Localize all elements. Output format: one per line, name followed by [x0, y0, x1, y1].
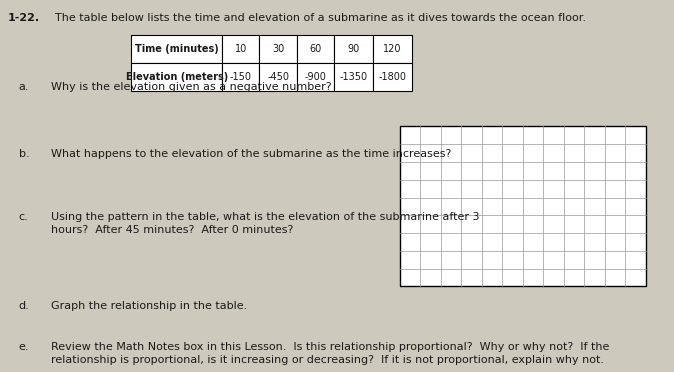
Text: Why is the elevation given as a negative number?: Why is the elevation given as a negative… [51, 82, 331, 92]
Bar [334, 63, 373, 91]
Text: e.: e. [19, 342, 30, 352]
Text: Graph the relationship in the table.: Graph the relationship in the table. [51, 301, 247, 311]
Text: 1-22.: 1-22. [8, 13, 40, 23]
Text: Using the pattern in the table, what is the elevation of the submarine after 3
h: Using the pattern in the table, what is … [51, 212, 479, 235]
Bar [297, 63, 334, 91]
Text: 60: 60 [309, 44, 321, 54]
Bar [334, 35, 373, 63]
Text: -150: -150 [230, 72, 252, 82]
Text: 30: 30 [272, 44, 284, 54]
Bar [259, 35, 297, 63]
Text: 10: 10 [235, 44, 247, 54]
Text: c.: c. [19, 212, 28, 222]
Bar [259, 63, 297, 91]
Text: Elevation (meters): Elevation (meters) [126, 72, 228, 82]
Text: What happens to the elevation of the submarine as the time increases?: What happens to the elevation of the sub… [51, 149, 451, 159]
Text: -1800: -1800 [378, 72, 406, 82]
Bar [131, 63, 222, 91]
Text: Review the Math Notes box in this Lesson.  Is this relationship proportional?  W: Review the Math Notes box in this Lesson… [51, 342, 609, 365]
Text: d.: d. [19, 301, 30, 311]
Text: -1350: -1350 [339, 72, 367, 82]
Bar [400, 126, 646, 286]
Bar [222, 63, 259, 91]
Text: -450: -450 [267, 72, 289, 82]
Bar [131, 35, 222, 63]
Text: a.: a. [19, 82, 30, 92]
Bar [222, 35, 259, 63]
Text: b.: b. [19, 149, 30, 159]
Text: 120: 120 [383, 44, 402, 54]
Bar [373, 35, 412, 63]
Text: Time (minutes): Time (minutes) [135, 44, 219, 54]
Text: 90: 90 [347, 44, 359, 54]
Bar [373, 63, 412, 91]
Bar [297, 35, 334, 63]
Text: The table below lists the time and elevation of a submarine as it dives towards : The table below lists the time and eleva… [55, 13, 586, 23]
Text: -900: -900 [304, 72, 326, 82]
